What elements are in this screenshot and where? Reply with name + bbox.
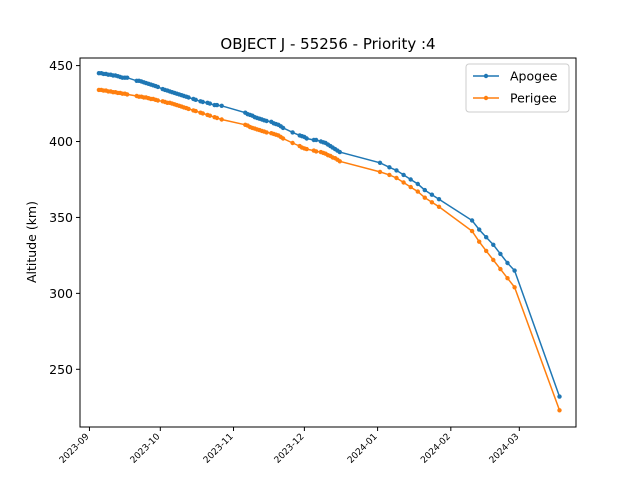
perigee-point (422, 195, 427, 200)
apogee-point (186, 95, 191, 100)
perigee-point (314, 149, 319, 154)
apogee-point (193, 97, 198, 103)
apogee-point (200, 99, 205, 105)
y-axis: 250 300 350 400 450 (49, 58, 80, 377)
y-tick-label: 350 (49, 210, 73, 225)
perigee-point (394, 175, 399, 181)
y-tick-label: 450 (49, 58, 73, 73)
perigee-point (155, 98, 161, 103)
axes-frame (79, 57, 577, 428)
x-tick-label: 2024-02 (419, 432, 453, 466)
apogee-point (125, 75, 130, 80)
apogee-point (377, 160, 383, 165)
perigee-point (469, 228, 475, 234)
x-tick-label: 2023-12 (273, 432, 307, 466)
perigee-legend-marker (483, 95, 489, 101)
plot-area (96, 71, 562, 413)
legend: Apogee Perigee (465, 63, 570, 113)
perigee-point (505, 276, 510, 281)
perigee-point (125, 92, 130, 97)
apogee-point (290, 130, 295, 135)
perigee-point (207, 113, 213, 118)
perigee-point (264, 130, 269, 135)
perigee-point (377, 169, 383, 175)
apogee-legend-marker (483, 73, 489, 79)
apogee-point (429, 192, 435, 197)
apogee-point (219, 103, 224, 109)
perigee-point (498, 266, 503, 272)
apogee-point (304, 136, 309, 141)
y-tick-label: 250 (49, 362, 73, 377)
x-tick-label: 2023-10 (129, 432, 163, 466)
perigee-point (557, 408, 562, 413)
y-axis-label: Altitude (km) (24, 201, 39, 283)
apogee-point (484, 235, 489, 240)
perigee-point (280, 136, 286, 141)
apogee-point (214, 102, 220, 108)
perigee-point (290, 140, 295, 146)
apogee-point (408, 177, 413, 182)
apogee-point (436, 197, 442, 202)
apogee-point (477, 227, 482, 232)
apogee-point (207, 101, 213, 106)
apogee-point (469, 218, 475, 223)
perigee-point (304, 146, 309, 152)
apogee-point (280, 125, 286, 131)
apogee-point (422, 187, 427, 193)
x-tick-label: 2024-03 (488, 432, 522, 466)
y-tick-label: 300 (49, 286, 73, 301)
apogee-point (415, 181, 420, 187)
x-tick-label: 2023-11 (202, 432, 236, 466)
apogee-point (498, 251, 503, 257)
apogee-point (264, 118, 269, 124)
apogee-point (155, 84, 161, 90)
perigee-line (98, 89, 561, 411)
apogee-point (557, 394, 562, 399)
apogee-point (314, 137, 319, 143)
perigee-point (219, 117, 224, 122)
x-tick-label: 2023-09 (58, 432, 92, 466)
perigee-point (214, 115, 220, 121)
apogee-point (337, 149, 342, 155)
perigee-point (429, 200, 435, 205)
perigee-point (484, 248, 489, 254)
perigee-point (491, 257, 496, 263)
apogee-legend-label: Apogee (510, 69, 558, 84)
apogee-line (98, 72, 561, 397)
apogee-point (505, 260, 510, 266)
perigee-point (512, 285, 517, 290)
perigee-point (415, 189, 420, 194)
perigee-point (477, 239, 482, 244)
perigee-legend-label: Perigee (510, 91, 557, 106)
perigee-point (200, 111, 205, 116)
apogee-point (491, 242, 496, 247)
apogee-point (401, 172, 406, 178)
perigee-point (387, 172, 392, 178)
y-tick-label: 400 (49, 134, 73, 149)
apogee-point (387, 165, 392, 170)
perigee-point (436, 204, 442, 209)
apogee-point (512, 268, 517, 273)
chart-title: OBJECT J - 55256 - Priority :4 (220, 35, 435, 53)
perigee-point (408, 184, 413, 190)
perigee-point (193, 108, 198, 114)
perigee-point (401, 180, 406, 185)
perigee-point (337, 159, 342, 164)
x-axis: 2023-09 2023-10 2023-11 2023-12 2024-01 2024-… (58, 427, 522, 466)
perigee-point (186, 106, 191, 112)
x-tick-label: 2024-01 (346, 432, 380, 466)
apogee-point (394, 168, 399, 173)
